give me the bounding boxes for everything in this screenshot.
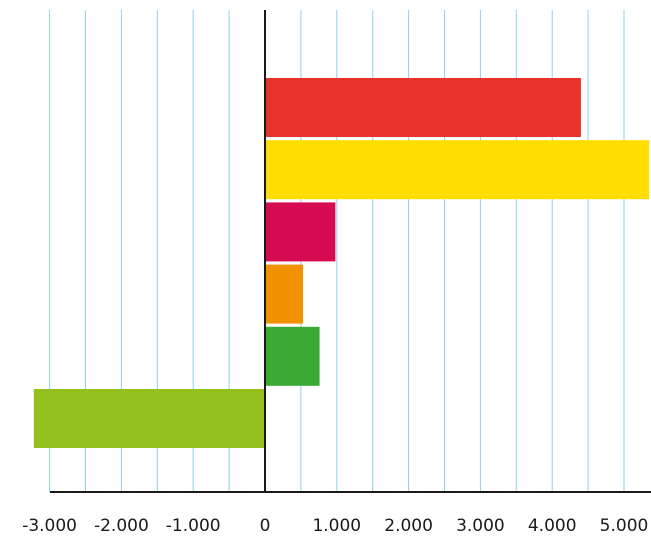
x-tick-label: 5.000 xyxy=(600,516,649,536)
x-tick-label: 3.000 xyxy=(456,516,505,536)
bar xyxy=(265,140,650,200)
x-tick-label: 4.000 xyxy=(528,516,577,536)
bar xyxy=(265,202,336,262)
x-tick-label: -3.000 xyxy=(22,516,77,536)
x-tick-label: 0 xyxy=(260,516,271,536)
x-tick-label: -2.000 xyxy=(94,516,149,536)
x-tick-label: 2.000 xyxy=(384,516,433,536)
bars xyxy=(33,78,650,448)
x-tick-label: 1.000 xyxy=(312,516,361,536)
bar xyxy=(265,264,304,324)
x-tick-label: -1.000 xyxy=(166,516,221,536)
bar xyxy=(33,389,265,448)
bar xyxy=(265,326,320,386)
x-tick-labels: -3.000 -2.000 -1.000 0 1.000 2.000 3.000 4.000 5… xyxy=(22,516,648,536)
bar xyxy=(265,78,581,137)
